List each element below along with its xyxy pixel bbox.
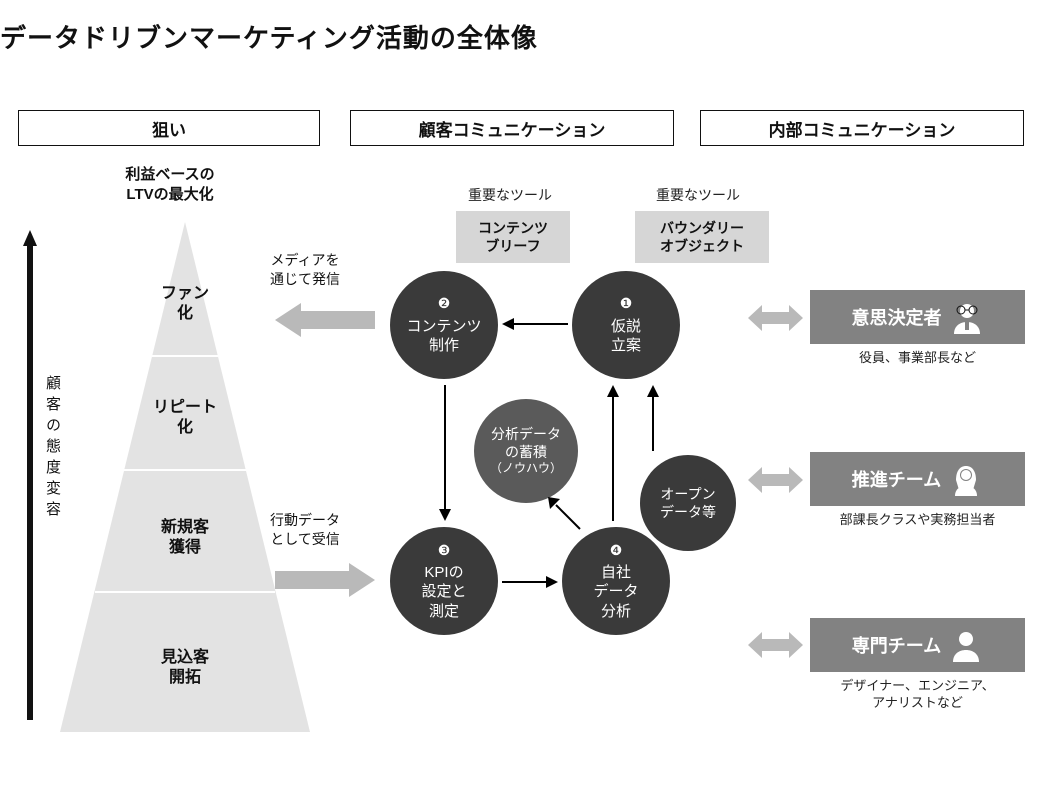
cycle-node-2-label: コンテンツ制作 (406, 317, 481, 356)
funnel-level-fan: ファン化 (115, 284, 255, 324)
cycle-area: 重要なツール 重要なツール コンテンツブリーフ バウンダリーオブジェクト メディ… (350, 165, 740, 725)
column-header-aim: 狙い (18, 110, 320, 146)
tool-box-boundary-object: バウンダリーオブジェクト (635, 211, 769, 263)
team-box-specialist: 専門チーム (810, 618, 1025, 672)
funnel: ファン化 リピート化 新規客獲得 見込客開拓 (60, 222, 310, 732)
column-header-internal-comm: 内部コミュニケーション (700, 110, 1024, 146)
arrow-2-to-3-icon (438, 385, 452, 521)
team-caption-promotion: 部課長クラスや実務担当者 (810, 512, 1025, 529)
team-label-promotion: 推進チーム (852, 466, 941, 492)
block-arrow-from-funnel-icon (275, 563, 375, 597)
double-arrow-3-icon (748, 632, 803, 658)
cycle-node-4: ❹ 自社データ分析 (562, 527, 670, 635)
funnel-level-repeat: リピート化 (115, 398, 255, 438)
cycle-node-4-num: ❹ (593, 541, 638, 559)
cycle-node-3-label: KPIの設定と測定 (421, 563, 466, 622)
funnel-level-new: 新規客獲得 (115, 518, 255, 558)
team-caption-decision-maker: 役員、事業部長など (810, 350, 1025, 367)
avatar-specialist-icon (949, 628, 983, 662)
cycle-node-3: ❸ KPIの設定と測定 (390, 527, 498, 635)
double-arrow-1-icon (748, 305, 803, 331)
arrow-4-to-center-icon (546, 495, 586, 535)
side-text-receive: 行動データとして受信 (250, 511, 360, 549)
side-text-broadcast: メディアを通じて発信 (250, 251, 360, 289)
funnel-level-lead: 見込客開拓 (115, 648, 255, 688)
avatar-businessman-icon (950, 300, 984, 334)
cycle-node-1-num: ❶ (611, 294, 641, 312)
column-header-customer-comm: 顧客コミュニケーション (350, 110, 674, 146)
block-arrow-to-funnel-icon (275, 303, 375, 337)
team-label-decision-maker: 意思決定者 (852, 304, 942, 330)
cycle-node-center: 分析データの蓄積 （ノウハウ） (474, 399, 578, 503)
arrow-1-to-2-icon (502, 317, 568, 331)
arrow-4-to-1-icon (606, 385, 620, 521)
cycle-node-center-label: 分析データの蓄積 (490, 425, 562, 461)
team-label-specialist: 専門チーム (852, 632, 941, 658)
cycle-node-1-label: 仮説立案 (611, 317, 641, 356)
arrow-open-to-1-icon (646, 385, 660, 451)
diagram-root: データドリブンマーケティング活動の全体像 狙い 顧客コミュニケーション 内部コミ… (0, 0, 1040, 791)
page-title: データドリブンマーケティング活動の全体像 (0, 18, 538, 55)
double-arrow-2-icon (748, 467, 803, 493)
team-box-promotion: 推進チーム (810, 452, 1025, 506)
team-caption-specialist: デザイナー、エンジニア、アナリストなど (810, 678, 1025, 712)
tool-caption-left: 重要なツール (450, 185, 570, 205)
tool-box-content-brief: コンテンツブリーフ (456, 211, 570, 263)
cycle-node-2-num: ❷ (406, 294, 481, 312)
ltv-caption: 利益ベースのLTVの最大化 (85, 165, 255, 206)
team-box-decision-maker: 意思決定者 (810, 290, 1025, 344)
cycle-node-3-num: ❸ (421, 541, 466, 559)
vertical-up-arrow-icon (23, 230, 37, 720)
cycle-node-center-sub: （ノウハウ） (490, 461, 562, 477)
arrow-3-to-4-icon (502, 575, 558, 589)
tool-caption-right: 重要なツール (638, 185, 758, 205)
cycle-node-open-label: オープンデータ等 (660, 485, 716, 521)
avatar-woman-icon (949, 462, 983, 496)
cycle-node-4-label: 自社データ分析 (593, 563, 638, 622)
cycle-node-2: ❷ コンテンツ制作 (390, 271, 498, 379)
cycle-node-open-data: オープンデータ等 (640, 455, 736, 551)
cycle-node-1: ❶ 仮説立案 (572, 271, 680, 379)
